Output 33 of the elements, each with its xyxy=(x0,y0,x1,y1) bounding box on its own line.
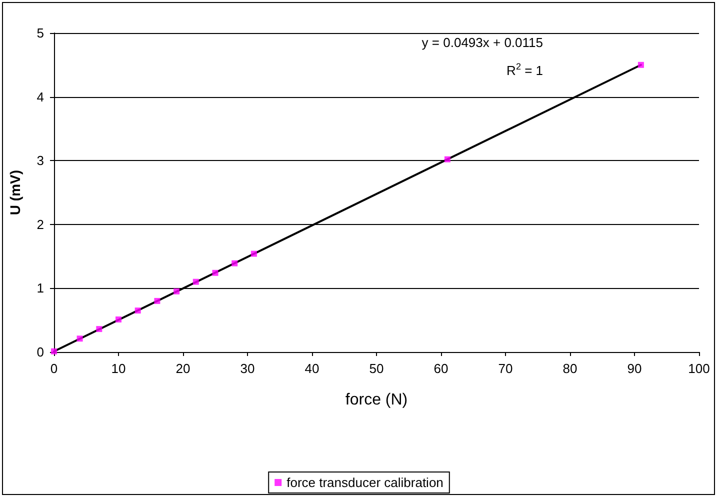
x-tick-label: 100 xyxy=(688,361,710,376)
point xyxy=(76,336,83,342)
point xyxy=(638,62,644,68)
x-tick-label: 0 xyxy=(50,361,58,376)
point xyxy=(192,278,199,285)
y-tick-label: 2 xyxy=(36,216,44,232)
y-tick-label: 0 xyxy=(36,344,44,360)
y-tick-label: 5 xyxy=(36,26,44,40)
point xyxy=(116,316,122,322)
legend-label: force transducer calibration xyxy=(286,475,444,490)
point xyxy=(134,308,141,314)
point xyxy=(154,298,160,304)
x-axis-title: force (N) xyxy=(345,392,408,408)
y-axis-title: U (mV) xyxy=(7,170,23,216)
point xyxy=(96,326,102,332)
annotation: y = 0.0493x + 0.0115 xyxy=(422,35,544,50)
point xyxy=(212,270,218,276)
x-tick-label: 40 xyxy=(304,361,320,376)
point xyxy=(250,250,257,257)
x-tick-label: 70 xyxy=(498,361,513,376)
x-tick-label: 90 xyxy=(627,361,642,376)
x-tick-label: 20 xyxy=(176,361,190,376)
y-tick-label: 1 xyxy=(36,280,44,296)
y-tick-label: 3 xyxy=(36,153,44,168)
point xyxy=(232,260,238,266)
x-tick-label: 30 xyxy=(240,361,255,376)
y-tick-label: 4 xyxy=(36,89,44,104)
x-tick-label: 80 xyxy=(562,361,578,376)
point xyxy=(444,156,450,162)
point xyxy=(174,288,180,294)
x-tick-label: 10 xyxy=(111,361,126,376)
x-tick-label: 50 xyxy=(369,361,384,376)
x-tick-label: 60 xyxy=(434,361,448,376)
